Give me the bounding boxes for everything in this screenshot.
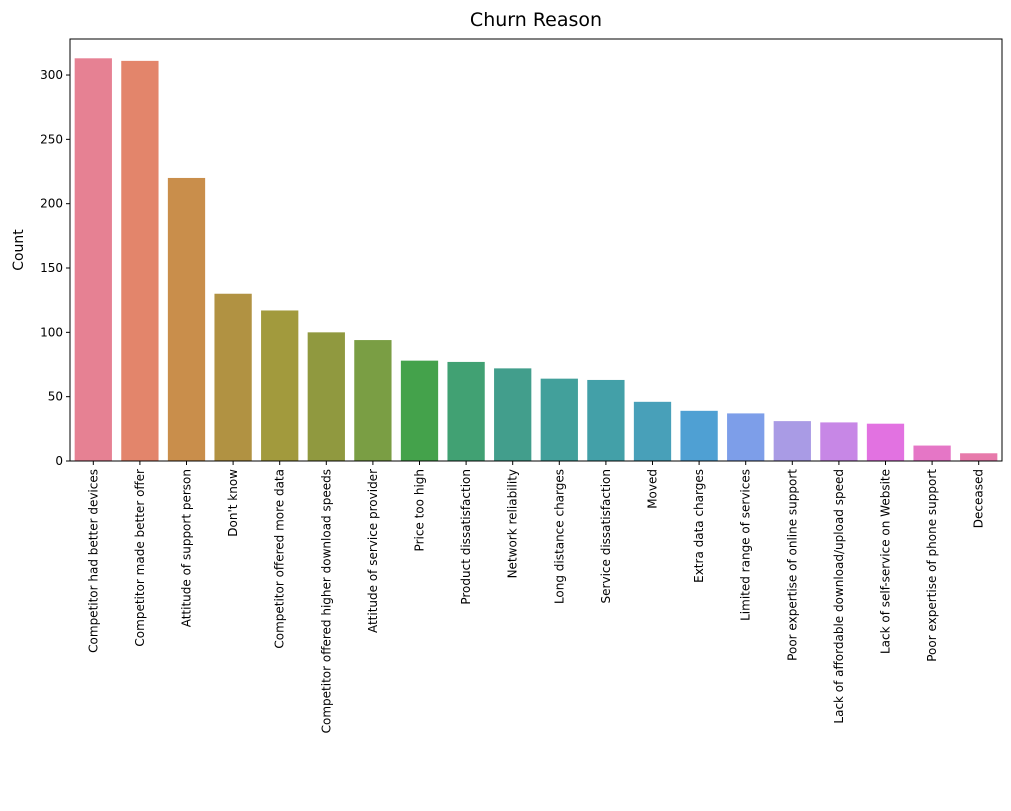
bar-15: [773, 421, 811, 461]
x-tick-label: Poor expertise of phone support: [925, 469, 939, 662]
plot-frame: [69, 38, 1003, 462]
x-tick-label: Service dissatisfaction: [599, 469, 613, 603]
x-tick-label: Competitor made better offer: [133, 469, 147, 647]
bar-14: [727, 413, 765, 461]
bar-8: [447, 361, 485, 461]
y-axis-ticks: 0 50 100 150 200 250 300: [40, 68, 70, 468]
x-tick-label: Don't know: [226, 469, 240, 537]
bar-0: [74, 58, 112, 462]
x-tick-label: Long distance charges: [552, 469, 566, 604]
y-axis-label: Count: [11, 229, 27, 271]
x-tick-label: Lack of affordable download/upload speed: [832, 469, 846, 724]
y-tick-label: 0: [55, 454, 63, 468]
bar-19: [960, 453, 998, 461]
x-tick-label: Deceased: [972, 469, 986, 528]
chart-title: Churn Reason: [470, 9, 602, 31]
bar-13: [680, 410, 718, 461]
bar-2: [167, 177, 206, 461]
x-tick-label: Network reliability: [506, 469, 520, 578]
bar-12: [633, 401, 672, 461]
x-tick-label: Competitor offered higher download speed…: [319, 469, 333, 733]
x-axis-ticks: Competitor had better devices Competitor …: [86, 461, 986, 733]
y-tick-label: 100: [40, 325, 63, 339]
x-tick-label: Price too high: [413, 469, 427, 551]
bar-4: [261, 310, 299, 461]
y-tick-label: 200: [40, 197, 63, 211]
y-tick-label: 50: [48, 390, 63, 404]
bar-18: [913, 445, 951, 461]
y-tick-label: 300: [40, 68, 63, 82]
x-tick-label: Poor expertise of online support: [785, 469, 799, 661]
x-tick-label: Competitor had better devices: [86, 469, 100, 653]
bar-11: [587, 379, 625, 461]
x-tick-label: Product dissatisfaction: [459, 469, 473, 605]
x-tick-label: Attitude of service provider: [366, 469, 380, 633]
bar-17: [866, 423, 905, 461]
y-tick-label: 150: [40, 261, 63, 275]
x-tick-label: Competitor offered more data: [273, 469, 287, 649]
x-tick-label: Limited range of services: [739, 469, 753, 621]
x-tick-label: Extra data charges: [692, 469, 706, 583]
x-tick-label: Moved: [646, 469, 660, 509]
bar-3: [214, 293, 252, 461]
x-tick-label: Lack of self-service on Website: [879, 469, 893, 654]
bars-group: [74, 58, 998, 462]
bar-5: [307, 332, 345, 461]
bar-1: [121, 60, 159, 462]
bar-16: [820, 422, 858, 461]
y-tick-label: 250: [40, 132, 63, 146]
x-tick-label: Attitude of support person: [180, 469, 194, 627]
bar-7: [400, 360, 439, 461]
bar-9: [494, 368, 532, 461]
bar-10: [540, 378, 578, 461]
bar-6: [354, 340, 392, 461]
